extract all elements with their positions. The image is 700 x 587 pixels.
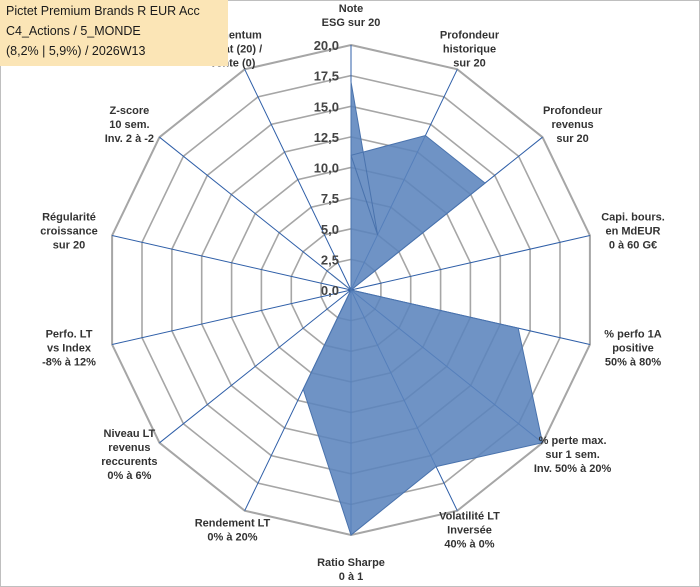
spoke-label-line: Volatilité LT [439, 511, 500, 523]
radial-tick-label: 10,0 [314, 161, 339, 176]
chart-title-line-1: Pictet Premium Brands R EUR Acc [6, 4, 200, 18]
spoke-label-line: vs Index [47, 342, 92, 354]
spoke-line [111, 235, 352, 291]
radial-tick-label: 5,0 [321, 222, 339, 237]
spoke-label-line: sur 1 sem. [545, 449, 599, 461]
spoke-label-line: % perte max. [539, 435, 607, 447]
spoke-label-line: 0 à 1 [339, 571, 363, 583]
radial-tick-labels: 0,0 2,5 5,0 7,5 10,0 12,5 15,0 17,5 20,0 [314, 38, 339, 298]
spoke-label-line: reccurents [101, 456, 157, 468]
chart-title-line-3: (8,2% | 5,9%) / 2026W13 [6, 44, 146, 58]
radial-tick-label: 17,5 [314, 69, 339, 84]
radial-tick-label: 12,5 [314, 130, 339, 145]
spoke-label-line: 50% à 80% [605, 356, 661, 368]
spoke-label-line: Ratio Sharpe [317, 557, 385, 569]
spoke-label: % perte max. sur 1 sem. Inv. 50% à 20% [534, 435, 612, 475]
spoke-label: Perfo. LT vs Index -8% à 12% [42, 328, 96, 368]
spoke-label: Profondeur historique sur 20 [440, 29, 500, 69]
spoke-label: Niveau LT revenus reccurents 0% à 6% [101, 428, 157, 482]
radial-tick-label: 0,0 [321, 283, 339, 298]
spoke-label-line: 10 sem. [109, 119, 149, 131]
radar-series [302, 81, 544, 536]
radial-tick-label: 7,5 [321, 191, 339, 206]
spoke-label-line: Inversée [447, 525, 492, 537]
spoke-label-line: ESG sur 20 [322, 17, 381, 29]
spoke-line [350, 235, 591, 291]
spoke-label-line: 40% à 0% [444, 539, 494, 551]
spoke-label-line: sur 20 [556, 133, 588, 145]
spoke-label-line: Capi. bours. [601, 212, 665, 224]
spoke-label-line: % perfo 1A [604, 328, 662, 340]
spoke-label-line: historique [443, 43, 496, 55]
spoke-label-line: revenus [551, 119, 593, 131]
spoke-label-line: Profondeur [440, 29, 500, 41]
spoke-label: Rendement LT 0% à 20% [195, 518, 271, 544]
spoke-label-line: Z-score [110, 105, 150, 117]
spoke-label-line: sur 20 [453, 57, 485, 69]
spoke-line [159, 136, 352, 291]
spoke-label-line: Profondeur [543, 105, 603, 117]
spoke-label-line: Régularité [42, 212, 96, 224]
spoke-label: Note ESG sur 20 [322, 3, 381, 29]
spoke-label-line: croissance [40, 226, 97, 238]
spoke-label: Volatilité LT Inversée 40% à 0% [439, 511, 500, 551]
spoke-label: Régularité croissance sur 20 [40, 212, 97, 252]
spoke-label-line: Niveau LT [104, 428, 156, 440]
spoke-label-line: positive [612, 342, 654, 354]
spoke-label: Profondeur revenus sur 20 [543, 105, 603, 145]
spoke-label-line: revenus [108, 442, 150, 454]
spoke-label-line: Inv. 2 à -2 [105, 133, 154, 145]
spoke-label-line: en MdEUR [606, 226, 661, 238]
spoke-line [244, 69, 352, 291]
spoke-labels: Note ESG sur 20 Profondeur historique sur 20… [40, 3, 665, 583]
spoke-label-line: 0% à 6% [107, 470, 151, 482]
chart-title-line-2: C4_Actions / 5_MONDE [6, 24, 141, 38]
radial-tick-label: 20,0 [314, 38, 339, 53]
spoke-label: Ratio Sharpe 0 à 1 [317, 557, 385, 583]
spoke-label-line: sur 20 [53, 240, 85, 252]
spoke-label-line: Perfo. LT [46, 328, 93, 340]
spoke-label: Capi. bours. en MdEUR 0 à 60 G€ [601, 212, 665, 252]
spoke-label-line: 0 à 60 G€ [609, 240, 657, 252]
radial-tick-label: 15,0 [314, 99, 339, 114]
spoke-label-line: Rendement LT [195, 518, 271, 530]
spoke-line [159, 289, 352, 444]
chart-title-box: Pictet Premium Brands R EUR Acc C4_Actio… [0, 0, 228, 66]
spoke-label-line: 0% à 20% [207, 532, 257, 544]
spoke-label-line: -8% à 12% [42, 356, 96, 368]
spoke-label: Z-score 10 sem. Inv. 2 à -2 [105, 105, 154, 145]
radial-tick-label: 2,5 [321, 252, 339, 267]
spoke-label: % perfo 1A positive 50% à 80% [604, 328, 662, 368]
series-area [302, 81, 544, 536]
spoke-line [111, 289, 352, 345]
spoke-label-line: Note [339, 3, 363, 15]
spoke-label-line: Inv. 50% à 20% [534, 463, 612, 475]
